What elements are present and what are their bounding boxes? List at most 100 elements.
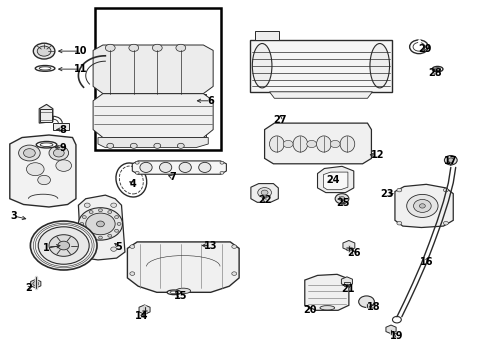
Ellipse shape xyxy=(116,163,147,197)
Text: 4: 4 xyxy=(130,179,137,189)
Polygon shape xyxy=(98,138,208,148)
Ellipse shape xyxy=(432,66,443,72)
Circle shape xyxy=(443,188,448,192)
Polygon shape xyxy=(305,274,349,310)
Circle shape xyxy=(130,272,135,275)
Text: 24: 24 xyxy=(326,175,340,185)
Circle shape xyxy=(38,175,50,185)
Circle shape xyxy=(24,149,35,157)
Ellipse shape xyxy=(252,44,272,88)
Text: 9: 9 xyxy=(59,143,66,153)
Text: 27: 27 xyxy=(273,114,287,125)
Ellipse shape xyxy=(120,166,143,194)
Circle shape xyxy=(82,216,86,219)
Polygon shape xyxy=(127,242,239,292)
Text: 19: 19 xyxy=(390,330,404,341)
Polygon shape xyxy=(323,172,348,190)
Circle shape xyxy=(261,190,268,195)
Ellipse shape xyxy=(370,44,390,88)
Circle shape xyxy=(258,188,271,198)
Polygon shape xyxy=(93,94,213,138)
Text: 10: 10 xyxy=(74,46,88,56)
Circle shape xyxy=(115,229,119,232)
Text: 28: 28 xyxy=(428,68,442,78)
Circle shape xyxy=(108,234,112,237)
Ellipse shape xyxy=(167,290,181,294)
Circle shape xyxy=(117,222,121,225)
Circle shape xyxy=(53,149,64,157)
Circle shape xyxy=(335,194,349,204)
Polygon shape xyxy=(318,166,354,193)
Circle shape xyxy=(135,171,139,174)
Text: 13: 13 xyxy=(204,240,218,251)
Circle shape xyxy=(38,227,89,264)
Polygon shape xyxy=(255,31,279,40)
Ellipse shape xyxy=(170,291,178,294)
Circle shape xyxy=(444,156,457,165)
Circle shape xyxy=(115,216,119,219)
Text: 26: 26 xyxy=(347,248,361,258)
Polygon shape xyxy=(40,109,52,122)
Text: 2: 2 xyxy=(25,283,32,293)
Text: 16: 16 xyxy=(419,257,433,267)
Circle shape xyxy=(111,203,117,207)
Polygon shape xyxy=(132,161,226,174)
Circle shape xyxy=(89,211,93,213)
Circle shape xyxy=(414,199,431,212)
Circle shape xyxy=(80,222,84,225)
Polygon shape xyxy=(103,94,206,137)
Circle shape xyxy=(448,158,454,162)
Circle shape xyxy=(359,296,374,307)
Circle shape xyxy=(49,235,78,256)
Circle shape xyxy=(82,229,86,232)
Circle shape xyxy=(26,163,44,176)
Ellipse shape xyxy=(410,40,428,54)
Circle shape xyxy=(108,211,112,213)
Circle shape xyxy=(307,140,317,148)
Circle shape xyxy=(37,46,51,56)
Ellipse shape xyxy=(36,141,57,148)
Circle shape xyxy=(130,143,137,148)
Polygon shape xyxy=(250,40,392,92)
Circle shape xyxy=(33,43,55,59)
Polygon shape xyxy=(386,325,396,334)
Polygon shape xyxy=(342,277,352,286)
Ellipse shape xyxy=(176,288,191,294)
Ellipse shape xyxy=(179,162,191,172)
Polygon shape xyxy=(344,282,350,286)
Text: 21: 21 xyxy=(341,284,355,294)
Circle shape xyxy=(397,221,402,225)
Circle shape xyxy=(84,247,90,251)
Circle shape xyxy=(105,44,115,51)
Polygon shape xyxy=(31,279,41,288)
Bar xyxy=(95,8,221,150)
Circle shape xyxy=(220,161,224,164)
Text: 8: 8 xyxy=(59,125,66,135)
Polygon shape xyxy=(53,123,69,130)
Ellipse shape xyxy=(39,67,51,70)
Circle shape xyxy=(330,140,340,148)
Ellipse shape xyxy=(317,136,331,152)
Text: 7: 7 xyxy=(169,172,176,182)
Text: 3: 3 xyxy=(10,211,17,221)
Ellipse shape xyxy=(340,136,355,152)
Text: 18: 18 xyxy=(367,302,380,312)
Polygon shape xyxy=(78,195,125,260)
Text: 12: 12 xyxy=(370,150,384,160)
Text: 6: 6 xyxy=(207,96,214,106)
Text: 14: 14 xyxy=(135,311,149,321)
Ellipse shape xyxy=(159,162,171,172)
Polygon shape xyxy=(251,184,278,202)
Circle shape xyxy=(154,143,161,148)
Circle shape xyxy=(58,241,70,250)
Ellipse shape xyxy=(392,316,401,323)
Circle shape xyxy=(339,197,345,201)
Text: 1: 1 xyxy=(43,243,50,253)
Circle shape xyxy=(152,44,162,51)
Circle shape xyxy=(176,44,186,51)
Text: 17: 17 xyxy=(444,156,458,166)
Circle shape xyxy=(89,234,93,237)
Ellipse shape xyxy=(270,136,284,152)
Ellipse shape xyxy=(435,68,441,71)
Circle shape xyxy=(98,236,102,239)
